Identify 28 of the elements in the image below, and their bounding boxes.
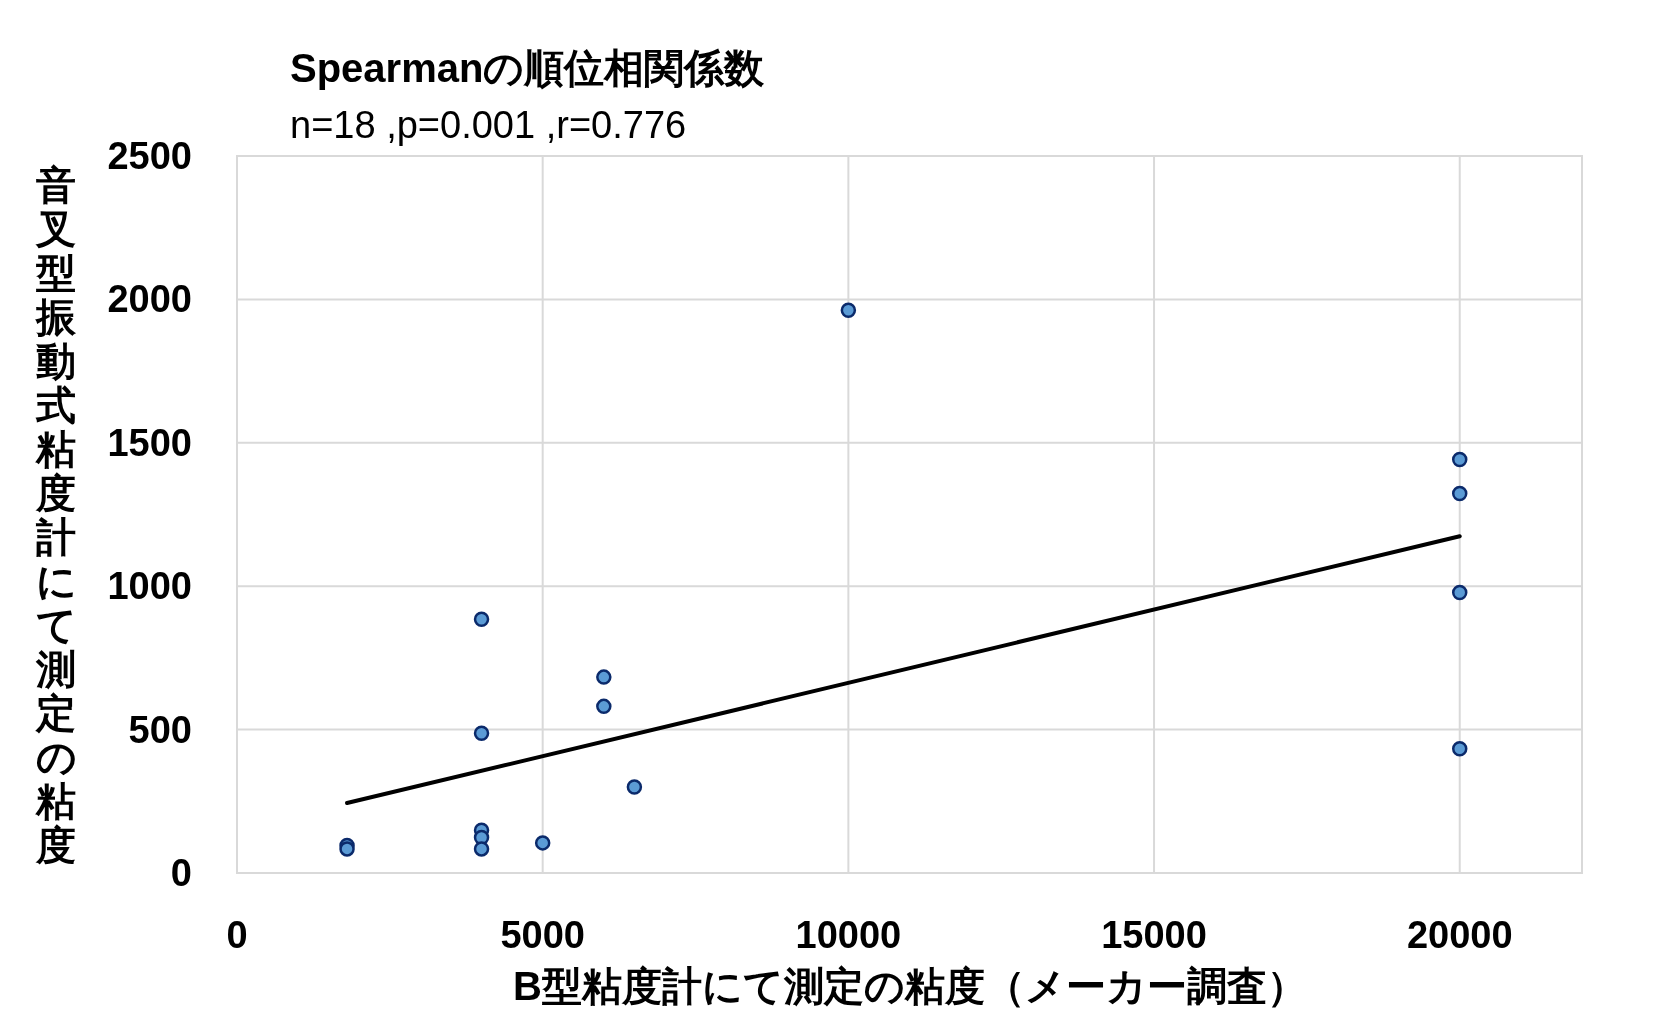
y-tick-label: 2500 (107, 135, 192, 177)
point (534, 835, 551, 851)
chart-subtitle: n=18 ,p=0.001 ,r=0.776 (290, 104, 687, 146)
point (473, 725, 490, 742)
point (339, 841, 355, 857)
x-tick-label: 0 (226, 914, 248, 956)
point (473, 841, 490, 857)
chart-title: Spearmanの順位相関係数 (290, 46, 766, 90)
point (1451, 451, 1468, 468)
point (840, 302, 857, 319)
point (596, 698, 612, 715)
point (1451, 584, 1468, 601)
x-tick-label: 10000 (795, 914, 902, 956)
y-tick-label: 2000 (107, 278, 192, 321)
y-tick-label: 1500 (107, 421, 192, 464)
point (596, 669, 612, 685)
x-tick-label: 15000 (1101, 914, 1207, 956)
y-tick-label: 0 (170, 852, 192, 894)
x-tick-label: 5000 (500, 914, 585, 956)
point (626, 779, 643, 795)
x-axis-title: B型粘度計にて測定の粘度（メーカー調査） (513, 964, 1307, 1008)
point (1451, 741, 1468, 757)
point (473, 611, 490, 627)
text: 音叉型振動式粘度計にて測定の粘度 (35, 163, 77, 867)
x-tick-label: 20000 (1406, 914, 1513, 956)
y-tick-label: 500 (128, 708, 192, 751)
point (1451, 485, 1468, 502)
y-tick-label: 1000 (107, 565, 192, 608)
